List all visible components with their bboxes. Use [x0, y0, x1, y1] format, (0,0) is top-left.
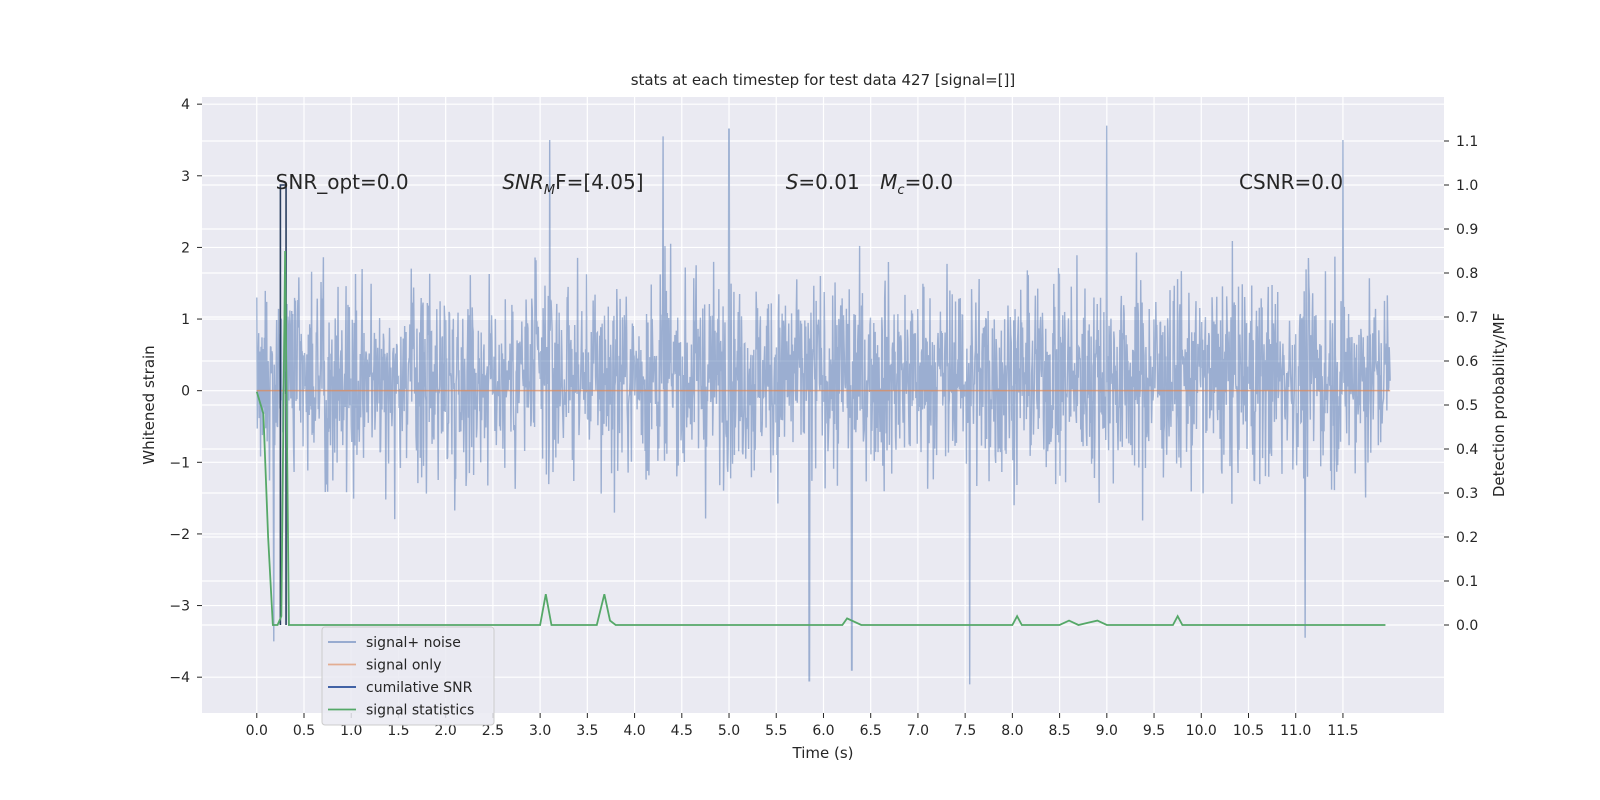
x-tick-label: 4.0 [623, 723, 645, 739]
legend-label: signal only [366, 658, 441, 674]
y-right-tick-label: 0.3 [1456, 486, 1478, 502]
annotation: SNR_opt=0.0 [276, 170, 409, 194]
x-tick-label: 0.0 [246, 723, 268, 739]
x-tick-label: 11.0 [1280, 723, 1311, 739]
x-tick-label: 3.0 [529, 723, 551, 739]
x-tick-label: 2.5 [482, 723, 504, 739]
x-tick-label: 5.0 [718, 723, 740, 739]
x-tick-label: 5.5 [765, 723, 787, 739]
y-left-tick-label: 4 [181, 97, 190, 113]
y-right-tick-label: 1.1 [1456, 134, 1478, 150]
legend-box [321, 626, 495, 726]
series-layer [255, 125, 1391, 685]
y-left-tick-label: −1 [169, 455, 190, 471]
x-tick-label: 10.0 [1186, 723, 1217, 739]
x-tick-label: 11.5 [1327, 723, 1358, 739]
x-tick-label: 10.5 [1233, 723, 1264, 739]
x-tick-label: 1.5 [387, 723, 409, 739]
y-left-tick-label: −3 [169, 599, 190, 615]
legend-label: signal statistics [366, 703, 474, 719]
x-tick-label: 7.0 [907, 723, 929, 739]
series-signal-statistics [255, 250, 1386, 626]
annotations: SNR_opt=0.0 SNRMF=[4.05] S=0.01 Mc=0.0 CSNR=… [276, 170, 1343, 198]
y-left-tick-label: 2 [181, 240, 190, 256]
x-tick-label: 1.0 [340, 723, 362, 739]
x-tick-label: 0.5 [293, 723, 315, 739]
y-right-tick-label: 0.6 [1456, 354, 1478, 370]
y-right-tick-label: 0.8 [1456, 266, 1478, 282]
x-tick-label: 7.5 [954, 723, 976, 739]
y-right-tick-label: 0.5 [1456, 398, 1478, 414]
annotation: CSNR=0.0 [1239, 170, 1343, 194]
y-left-tick-label: 3 [181, 169, 190, 185]
annotation: S=0.01 [786, 170, 860, 194]
y-axis-label-right: Detection probability/MF [1490, 313, 1508, 497]
y-left-tick-label: −2 [169, 527, 190, 543]
legend-label: cumilative SNR [366, 680, 473, 696]
y-axis-label-left: Whitened strain [140, 345, 158, 464]
x-tick-label: 8.0 [1001, 723, 1023, 739]
y-right-tick-label: 0.7 [1456, 310, 1478, 326]
y-left-tick-label: −4 [169, 670, 190, 686]
x-tick-label: 6.0 [812, 723, 834, 739]
x-tick-label: 9.5 [1143, 723, 1165, 739]
y-right-tick-label: 0.4 [1456, 442, 1478, 458]
x-tick-label: 6.5 [860, 723, 882, 739]
x-tick-label: 4.5 [671, 723, 693, 739]
y-right-tick-label: 0.0 [1456, 618, 1478, 634]
y-right-tick-label: 0.1 [1456, 574, 1478, 590]
y-right-tick-label: 0.9 [1456, 222, 1478, 238]
x-tick-label: 9.0 [1096, 723, 1118, 739]
y-left-tick-label: 0 [181, 384, 190, 400]
x-tick-label: 2.0 [435, 723, 457, 739]
x-tick-label: 8.5 [1048, 723, 1070, 739]
y-right-tick-label: 0.2 [1456, 530, 1478, 546]
ticks: 0.0 0.5 1.0 1.5 2.0 2.5 3.0 3.5 4.0 4.5 5.0 5.5 6.0 6… [169, 97, 1478, 739]
legend: signal+ noise signal only cumilative SNR si… [321, 626, 495, 726]
x-axis-label: Time (s) [792, 744, 854, 762]
y-left-tick-label: 1 [181, 312, 190, 328]
annotation: SNRMF=[4.05] [502, 170, 643, 198]
legend-label: signal+ noise [366, 635, 461, 651]
series-signal-noise [256, 125, 1391, 685]
x-tick-label: 3.5 [576, 723, 598, 739]
annotation: Mc=0.0 [880, 170, 953, 198]
chart-title: stats at each timestep for test data 427… [631, 71, 1016, 89]
y-right-tick-label: 1.0 [1456, 178, 1478, 194]
